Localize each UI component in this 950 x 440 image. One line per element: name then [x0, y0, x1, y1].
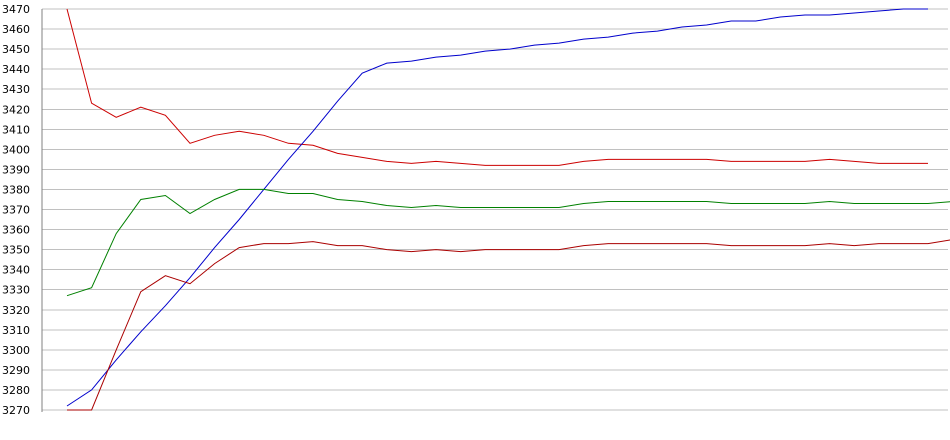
y-tick-label: 3390	[2, 163, 30, 176]
series-line-4	[67, 239, 950, 411]
y-tick-label: 3410	[2, 123, 30, 136]
y-tick-label: 3400	[2, 143, 30, 156]
y-tick-label: 3430	[2, 83, 30, 96]
y-tick-label: 3270	[2, 404, 30, 417]
y-tick-label: 3350	[2, 244, 30, 257]
y-tick-label: 3460	[2, 23, 30, 36]
y-tick-label: 3360	[2, 224, 30, 237]
series-line-2	[66, 8, 928, 407]
y-tick-label: 3370	[2, 204, 30, 217]
y-tick-label: 3440	[2, 63, 30, 76]
y-tick-label: 3290	[2, 364, 30, 377]
y-tick-label: 3280	[2, 384, 30, 397]
y-tick-label: 3340	[2, 264, 30, 277]
y-tick-label: 3420	[2, 103, 30, 116]
y-tick-label: 3470	[2, 3, 30, 16]
series-lines	[66, 8, 950, 411]
y-tick-label: 3310	[2, 324, 30, 337]
y-tick-label: 3450	[2, 43, 30, 56]
series-line-3	[66, 188, 950, 297]
y-tick-label: 3330	[2, 284, 30, 297]
y-tick-label: 3320	[2, 304, 30, 317]
series-line-1	[66, 8, 928, 166]
y-tick-labels: 3270 3280 3290 3300 3310 3320 3330 3340 3350 3360…	[2, 3, 30, 417]
gridlines	[42, 8, 948, 411]
y-tick-label: 3380	[2, 183, 30, 196]
y-tick-label: 3300	[2, 344, 30, 357]
